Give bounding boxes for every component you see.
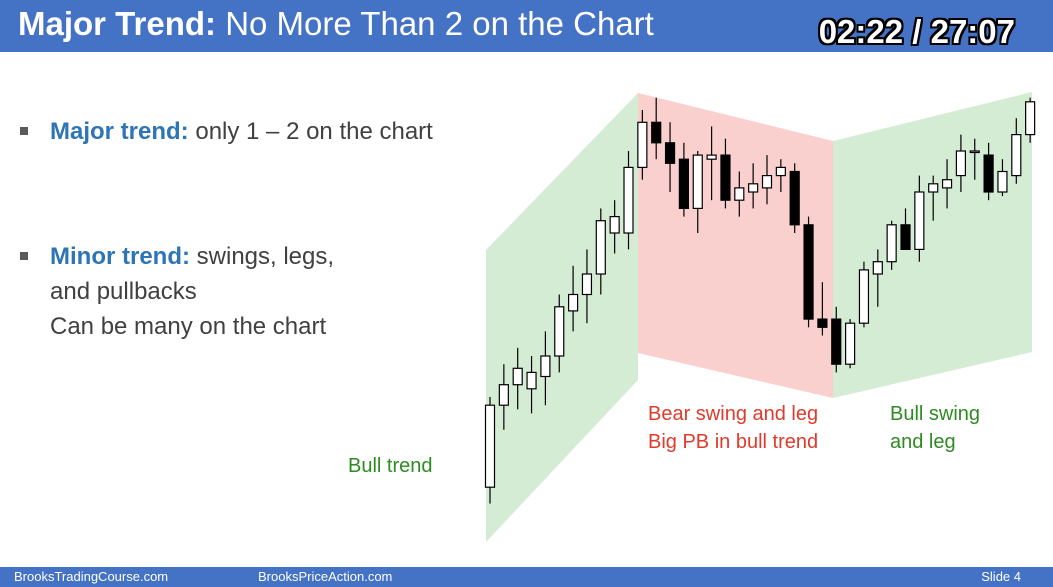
bull-candle (1025, 101, 1036, 136)
bear-swing-label-line1: Bear swing and leg (648, 403, 819, 425)
slide-footer: BrooksTradingCourse.com BrooksPriceActio… (0, 567, 1053, 587)
bull-swing-zone (833, 92, 1032, 398)
bull-candle (484, 404, 496, 488)
bull-candle (554, 306, 565, 357)
bullet-minor-trend: Minor trend: swings, legs, (50, 240, 334, 274)
bull-candle (567, 293, 579, 312)
bull-candle (844, 322, 856, 365)
bull-candle (914, 191, 925, 251)
bullet-marker (20, 252, 28, 260)
bull-candle (595, 220, 606, 275)
bullet-continuation: Can be many on the chart (50, 313, 327, 340)
bullet-keyword: Major trend: (50, 118, 189, 145)
bull-candle (581, 273, 593, 296)
bull-candle (928, 183, 939, 193)
bull-candle (692, 154, 703, 210)
bull-candle (858, 269, 870, 324)
bullet-major-trend: Major trend: only 1 – 2 on the chart (50, 115, 433, 149)
slide-number: Slide 4 (981, 569, 1021, 584)
bull-candle (526, 371, 537, 390)
bull-candle (623, 166, 634, 234)
bullet-continuation: and pullbacks (50, 278, 197, 305)
bull-candle (969, 150, 980, 154)
bullet-marker (20, 127, 28, 135)
bull-candle (997, 170, 1008, 193)
bull-candle (872, 261, 883, 275)
bullet-keyword: Minor trend: (50, 243, 190, 270)
bear-candle (720, 154, 731, 201)
bull-candle (955, 150, 967, 177)
bear-candle (983, 154, 994, 193)
bull-candle (941, 179, 953, 189)
bear-candle (831, 318, 842, 365)
bull-swing-label-line2: and leg (890, 431, 956, 453)
title-keyword: Major Trend: (18, 5, 217, 42)
bear-candle (817, 318, 828, 328)
bull-swing-label-line1: Bull swing (890, 403, 981, 425)
bull-candle (734, 187, 745, 201)
bull-candle (748, 183, 759, 193)
bear-candle (664, 142, 676, 164)
bull-candle (1011, 134, 1022, 177)
bull-candle (512, 367, 523, 386)
bull-candle (706, 154, 717, 160)
bull-trend-label: Bull trend (348, 455, 433, 477)
video-timer: 02:22 / 27:07 (818, 13, 1015, 50)
bear-candle (651, 121, 662, 144)
bull-candle (637, 121, 648, 169)
bull-candle (498, 384, 509, 406)
candles (484, 97, 1036, 504)
slide-title: Major Trend: No More Than 2 on the Chart (18, 4, 654, 44)
footer-website-center[interactable]: BrooksPriceAction.com (258, 569, 393, 584)
bear-candle (678, 158, 690, 209)
bullet-text: only 1 – 2 on the chart (188, 118, 433, 145)
slide-header: Major Trend: No More Than 2 on the Chart… (0, 0, 1053, 52)
bear-swing-label-line2: Big PB in bull trend (648, 431, 819, 453)
bear-candle (803, 224, 814, 320)
bull-candle (775, 166, 786, 177)
bear-candle (789, 170, 800, 226)
bull-candle (886, 224, 897, 263)
bullet-text: swings, legs, (189, 243, 335, 270)
footer-website-left[interactable]: BrooksTradingCourse.com (14, 569, 169, 584)
bear-candle (900, 224, 911, 251)
bull-candle (609, 216, 620, 234)
title-text: No More Than 2 on the Chart (216, 5, 654, 42)
bull-candle (540, 355, 551, 378)
bull-candle (761, 175, 773, 189)
